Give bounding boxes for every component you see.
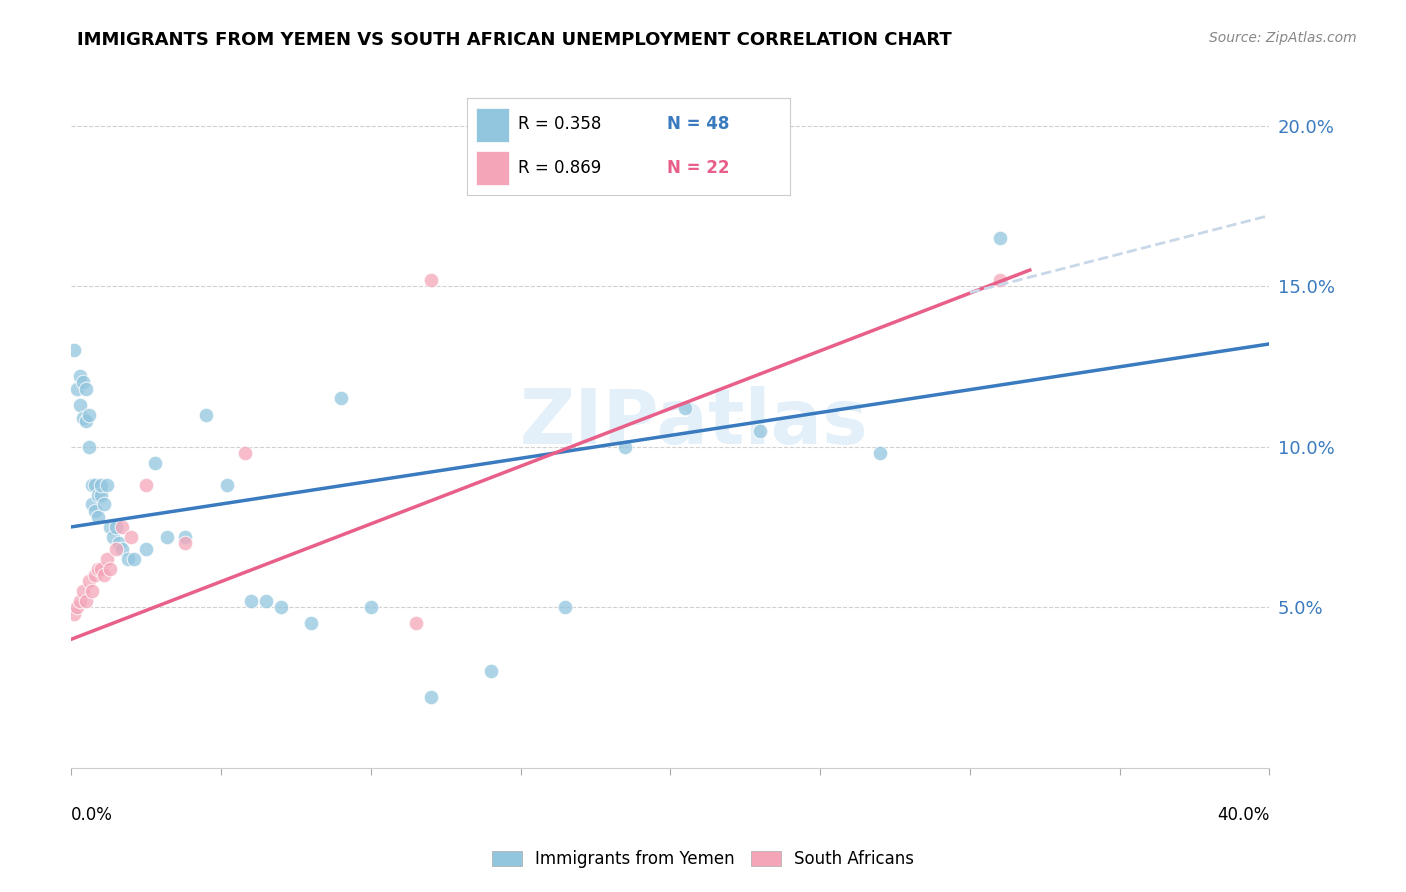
Point [96, 478, 118, 492]
Point [96, 552, 118, 566]
Point [87, 510, 110, 524]
Point [72, 410, 94, 425]
Point [111, 542, 134, 557]
Point [419, 273, 441, 287]
Point [72, 376, 94, 390]
Point [105, 520, 128, 534]
Point [239, 593, 262, 607]
Text: Source: ZipAtlas.com: Source: ZipAtlas.com [1209, 31, 1357, 45]
Legend: Immigrants from Yemen, South Africans: Immigrants from Yemen, South Africans [485, 844, 921, 875]
Point [233, 446, 256, 460]
Point [988, 231, 1011, 245]
Point [614, 440, 637, 454]
Point [156, 530, 179, 544]
Point [84, 478, 107, 492]
Point [98, 562, 121, 576]
Point [82, 498, 104, 512]
Text: IMMIGRANTS FROM YEMEN VS SOUTH AFRICAN UNEMPLOYMENT CORRELATION CHART: IMMIGRANTS FROM YEMEN VS SOUTH AFRICAN U… [77, 31, 952, 49]
Point [254, 593, 277, 607]
Point [82, 584, 104, 599]
Point [93, 568, 115, 582]
Point [90, 562, 112, 576]
Point [63, 607, 86, 621]
Point [479, 665, 502, 679]
Point [66, 382, 89, 396]
Point [69, 593, 91, 607]
Point [75, 414, 97, 428]
Point [673, 401, 696, 416]
Point [75, 593, 97, 607]
Point [122, 552, 145, 566]
Point [90, 488, 112, 502]
Text: 40.0%: 40.0% [1218, 805, 1270, 823]
Point [77, 408, 100, 422]
Point [135, 542, 157, 557]
Text: 0.0%: 0.0% [72, 805, 112, 823]
Point [143, 456, 166, 470]
Point [869, 446, 891, 460]
Point [120, 530, 142, 544]
Point [111, 520, 134, 534]
Point [98, 520, 121, 534]
Point [270, 600, 292, 615]
Point [93, 498, 115, 512]
Point [135, 478, 157, 492]
Point [988, 273, 1011, 287]
Point [69, 398, 91, 412]
Point [749, 424, 772, 438]
Point [87, 488, 110, 502]
Point [84, 504, 107, 518]
Point [644, 135, 666, 149]
Point [405, 616, 427, 631]
Point [69, 369, 91, 384]
Point [108, 536, 131, 550]
Point [84, 568, 107, 582]
Point [117, 552, 139, 566]
Point [329, 392, 352, 406]
Point [360, 600, 382, 615]
Point [77, 440, 100, 454]
Point [105, 542, 128, 557]
Point [77, 574, 100, 589]
Point [195, 408, 218, 422]
Point [299, 616, 322, 631]
Point [101, 530, 124, 544]
Point [174, 536, 197, 550]
Point [419, 690, 441, 704]
Point [215, 478, 238, 492]
Point [554, 600, 576, 615]
Point [90, 478, 112, 492]
Text: ZIPatlas: ZIPatlas [520, 385, 869, 459]
Point [72, 584, 94, 599]
Point [66, 600, 89, 615]
Point [82, 478, 104, 492]
Point [63, 343, 86, 358]
Point [87, 562, 110, 576]
Point [75, 382, 97, 396]
Point [174, 530, 197, 544]
